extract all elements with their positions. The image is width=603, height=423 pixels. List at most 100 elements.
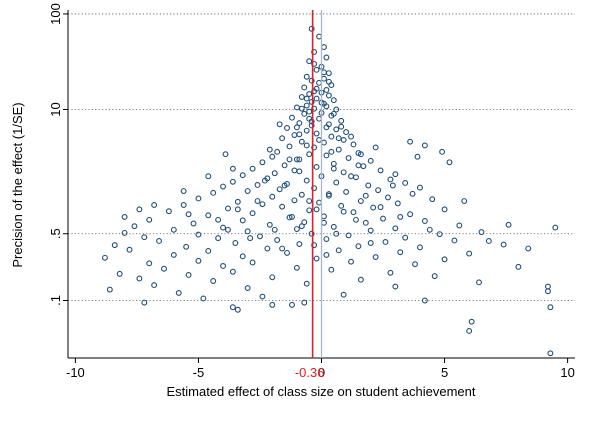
data-point xyxy=(370,204,377,211)
data-point xyxy=(525,245,532,252)
data-point xyxy=(439,148,446,155)
data-point xyxy=(259,293,266,300)
data-point xyxy=(328,133,335,140)
data-point xyxy=(321,69,327,76)
data-point xyxy=(387,269,394,276)
data-point xyxy=(146,216,153,223)
x-tick-label: 10 xyxy=(560,365,574,380)
data-point xyxy=(279,135,286,142)
data-point xyxy=(441,256,448,263)
data-point xyxy=(293,264,300,271)
data-point xyxy=(289,213,295,220)
data-point xyxy=(544,288,551,295)
x-axis-ticks: -10 -5 0 5 10 xyxy=(66,358,575,380)
data-point xyxy=(215,235,222,242)
data-point xyxy=(328,82,335,89)
data-point xyxy=(500,241,507,248)
data-point xyxy=(185,211,192,218)
y-tick-label: .5 xyxy=(48,228,63,239)
data-point xyxy=(377,167,384,174)
data-point xyxy=(308,25,315,32)
data-point xyxy=(291,167,298,174)
data-point xyxy=(357,151,364,158)
data-point xyxy=(311,49,318,55)
data-point xyxy=(330,165,337,172)
data-point xyxy=(284,249,290,256)
data-point xyxy=(335,247,342,254)
data-point xyxy=(421,142,428,149)
data-point xyxy=(286,143,293,150)
data-point xyxy=(210,189,217,196)
data-point xyxy=(141,299,148,306)
data-point xyxy=(338,202,345,209)
data-point xyxy=(343,129,350,136)
data-point xyxy=(544,283,551,290)
data-point xyxy=(170,251,177,258)
data-point xyxy=(205,248,212,254)
data-point xyxy=(325,78,332,85)
data-point xyxy=(306,198,313,204)
data-point xyxy=(323,124,330,131)
data-point xyxy=(321,44,327,51)
x-tick-label: -10 xyxy=(66,365,85,380)
data-point xyxy=(392,283,399,290)
data-point xyxy=(234,198,241,205)
data-point xyxy=(348,258,354,265)
data-point xyxy=(505,221,512,228)
data-point xyxy=(362,219,369,226)
data-point xyxy=(468,318,475,325)
data-point xyxy=(313,255,320,262)
data-point xyxy=(205,212,212,219)
data-point xyxy=(385,194,391,201)
data-point xyxy=(431,273,438,280)
data-point xyxy=(269,193,276,200)
data-point xyxy=(225,205,231,212)
data-point xyxy=(311,60,318,67)
data-point xyxy=(289,114,295,121)
y-axis-ticks: 100 10 .5 .1 xyxy=(48,3,68,306)
x-tick-label: -5 xyxy=(193,365,205,380)
data-point xyxy=(321,75,327,82)
data-point xyxy=(200,295,207,302)
data-point xyxy=(377,204,384,211)
data-point xyxy=(279,245,286,252)
data-point xyxy=(355,243,362,250)
data-point xyxy=(266,221,273,228)
data-point xyxy=(296,241,303,247)
data-point xyxy=(296,168,303,175)
x-tick-label: 0 xyxy=(318,365,325,380)
data-point xyxy=(296,156,303,163)
data-point xyxy=(367,240,374,246)
data-point xyxy=(276,186,283,193)
data-point xyxy=(316,136,322,143)
data-point xyxy=(330,160,337,167)
data-point xyxy=(357,276,364,283)
data-point xyxy=(101,254,108,261)
data-point xyxy=(244,188,251,194)
data-point xyxy=(348,133,354,140)
data-point xyxy=(362,192,369,199)
data-point xyxy=(279,203,286,210)
data-point xyxy=(323,54,330,61)
data-point xyxy=(261,177,268,184)
data-point xyxy=(180,188,187,194)
data-point xyxy=(220,262,227,269)
data-points xyxy=(101,25,559,357)
data-point xyxy=(308,230,315,237)
data-point xyxy=(333,179,340,186)
data-point xyxy=(313,95,320,102)
data-point xyxy=(353,174,359,181)
data-point xyxy=(451,237,458,244)
data-point xyxy=(106,286,113,293)
data-point xyxy=(407,211,414,218)
data-point xyxy=(264,245,271,252)
data-point xyxy=(306,115,313,122)
data-point xyxy=(281,162,288,169)
data-point xyxy=(308,77,315,84)
data-point xyxy=(303,177,310,184)
data-point xyxy=(333,126,340,133)
data-point xyxy=(392,225,399,232)
data-point xyxy=(350,209,357,216)
data-point xyxy=(259,201,266,208)
data-point xyxy=(257,233,263,240)
